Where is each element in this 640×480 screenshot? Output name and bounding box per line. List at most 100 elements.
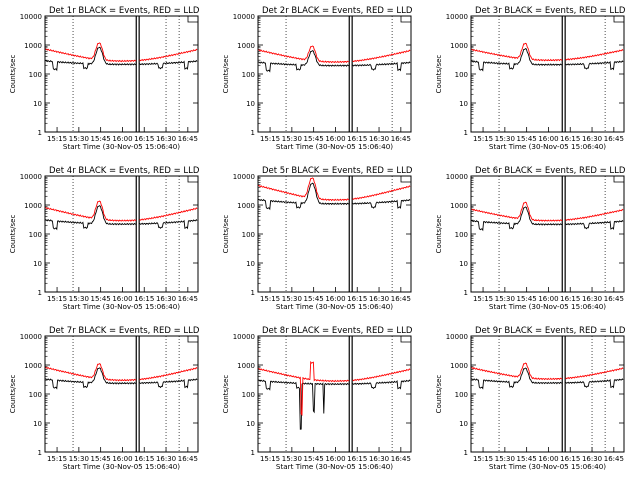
x-tick-label: 16:15	[347, 295, 367, 303]
x-tick-label: 16:15	[134, 135, 154, 143]
events-series-line	[139, 218, 198, 230]
x-axis-label: Start Time (30-Nov-05 15:06:40)	[489, 142, 606, 151]
y-tick-label: 1000	[450, 362, 468, 370]
y-tick-label: 10000	[233, 333, 255, 341]
x-tick-label: 16:30	[582, 295, 602, 303]
x-axis-label: Start Time (30-Nov-05 15:06:40)	[489, 462, 606, 471]
events-series-line	[352, 61, 411, 72]
x-tick-label: 16:15	[560, 455, 580, 463]
events-series-line	[45, 205, 137, 231]
panel-det-3: Det 3r BLACK = Events, RED = LLD 1 10 100 10…	[435, 6, 626, 151]
y-tick-label: 100	[242, 231, 255, 239]
frame-corner	[400, 336, 411, 343]
lld-series-line	[565, 367, 624, 380]
events-series-line	[565, 378, 624, 389]
x-tick-label: 16:30	[156, 455, 176, 463]
x-tick-label: 15:30	[69, 135, 89, 143]
x-tick-label: 16:45	[604, 295, 624, 303]
panel-title: Det 7r BLACK = Events, RED = LLD	[49, 326, 200, 336]
lld-series-line	[258, 177, 350, 202]
x-tick-label: 15:45	[304, 135, 324, 143]
y-axis-label: Counts/sec	[9, 215, 17, 254]
y-tick-label: 10000	[20, 173, 42, 181]
x-tick-label: 16:30	[156, 135, 176, 143]
x-tick-label: 15:30	[69, 455, 89, 463]
x-tick-label: 16:45	[604, 135, 624, 143]
x-tick-label: 16:45	[391, 455, 411, 463]
x-tick-label: 15:15	[260, 295, 280, 303]
x-tick-label: 15:15	[47, 455, 67, 463]
x-tick-label: 16:00	[325, 455, 345, 463]
lld-series-line	[471, 201, 563, 222]
panel-det-1: Det 1r BLACK = Events, RED = LLD 1 10 100 10…	[9, 6, 200, 151]
x-tick-label: 15:30	[282, 135, 302, 143]
x-tick-label: 16:15	[134, 295, 154, 303]
y-axis-label: Counts/sec	[435, 215, 443, 254]
y-tick-label: 1	[38, 449, 42, 457]
plot-frame	[257, 175, 412, 293]
x-tick-label: 15:45	[91, 135, 111, 143]
x-tick-label: 15:15	[473, 295, 493, 303]
x-tick-label: 15:15	[473, 455, 493, 463]
lld-series-line	[471, 362, 563, 381]
lld-series-line	[471, 42, 563, 62]
x-tick-label: 16:15	[347, 455, 367, 463]
y-tick-label: 100	[29, 231, 42, 239]
panel-det-5: Det 5r BLACK = Events, RED = LLD 1 10 100 10…	[222, 166, 413, 311]
y-tick-label: 10	[246, 260, 255, 268]
x-tick-label: 15:15	[260, 135, 280, 143]
x-tick-label: 16:15	[560, 295, 580, 303]
panel-det-6: Det 6r BLACK = Events, RED = LLD 1 10 100 10…	[435, 166, 626, 311]
panel-det-4: Det 4r BLACK = Events, RED = LLD 1 10 100 10…	[9, 166, 200, 311]
events-series-line	[565, 219, 624, 231]
x-tick-label: 16:45	[178, 295, 198, 303]
plot-frame	[470, 15, 625, 133]
y-axis-label: Counts/sec	[435, 375, 443, 414]
x-tick-label: 16:30	[156, 295, 176, 303]
events-series-line	[471, 367, 563, 390]
events-series-line	[258, 50, 350, 73]
y-tick-label: 1	[38, 289, 42, 297]
x-tick-label: 16:45	[178, 455, 198, 463]
x-tick-label: 15:30	[495, 295, 515, 303]
x-tick-label: 16:00	[112, 455, 132, 463]
events-series-line	[139, 59, 198, 71]
y-tick-label: 1000	[24, 42, 42, 50]
x-tick-label: 15:15	[473, 135, 493, 143]
lld-series-line	[45, 363, 137, 382]
x-tick-label: 16:30	[369, 295, 389, 303]
plot-frame	[257, 15, 412, 133]
y-tick-label: 100	[242, 391, 255, 399]
events-series-line	[471, 48, 563, 72]
x-tick-label: 16:00	[325, 295, 345, 303]
y-tick-label: 1000	[450, 202, 468, 210]
y-tick-label: 10000	[233, 173, 255, 181]
y-tick-label: 1	[251, 449, 255, 457]
plot-frame	[257, 335, 412, 453]
panel-title: Det 1r BLACK = Events, RED = LLD	[49, 6, 200, 16]
panel-det-8: Det 8r BLACK = Events, RED = LLD 1 10 100 10…	[222, 326, 413, 471]
x-tick-label: 15:30	[495, 135, 515, 143]
lld-series-line	[45, 200, 137, 222]
y-tick-label: 10000	[20, 333, 42, 341]
y-tick-label: 1000	[237, 202, 255, 210]
x-tick-label: 16:45	[178, 135, 198, 143]
y-axis-label: Counts/sec	[222, 375, 230, 414]
panel-title: Det 4r BLACK = Events, RED = LLD	[49, 166, 200, 176]
x-tick-label: 16:45	[604, 455, 624, 463]
frame-corner	[613, 16, 624, 23]
x-tick-label: 15:15	[260, 455, 280, 463]
y-tick-label: 10000	[446, 333, 468, 341]
y-axis-label: Counts/sec	[435, 55, 443, 94]
events-series-line	[352, 198, 411, 210]
y-tick-label: 10	[459, 100, 468, 108]
panel-title: Det 6r BLACK = Events, RED = LLD	[475, 166, 626, 176]
frame-corner	[187, 16, 198, 23]
events-series-line	[258, 379, 350, 430]
x-tick-label: 16:00	[112, 135, 132, 143]
panel-title: Det 3r BLACK = Events, RED = LLD	[475, 6, 626, 16]
plot-frame	[44, 175, 199, 293]
frame-corner	[613, 176, 624, 183]
plot-frame	[470, 175, 625, 293]
